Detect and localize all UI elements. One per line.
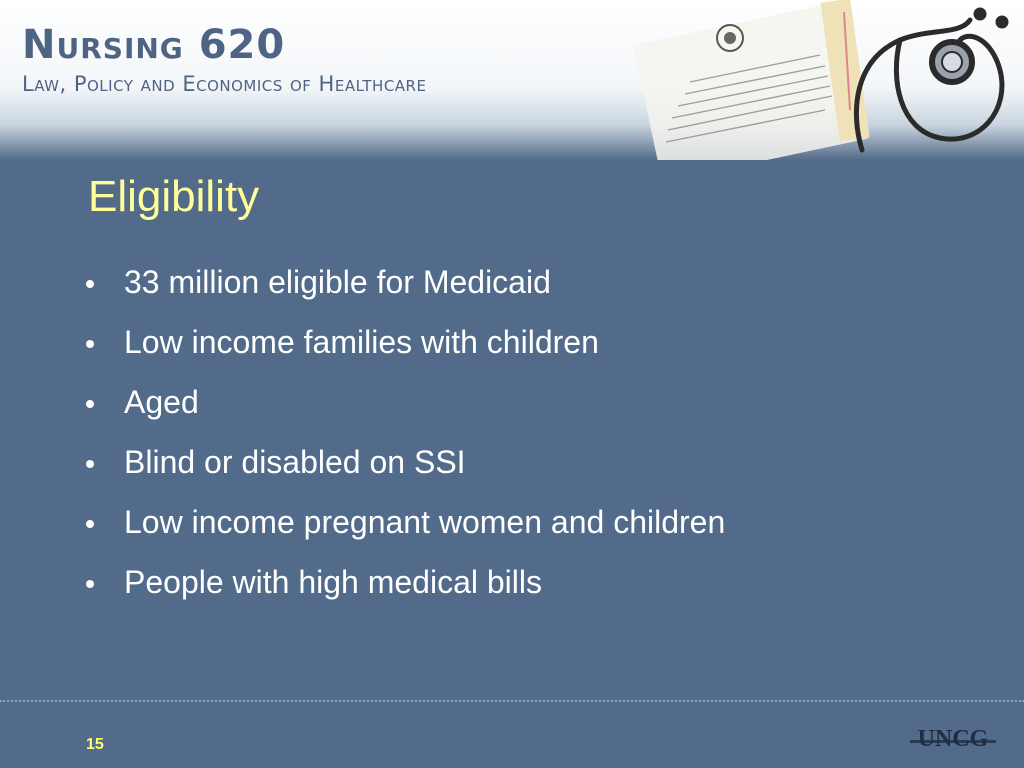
bullet-text: Low income pregnant women and children [124,503,726,540]
course-subtitle: Law, Policy and Economics of Healthcare [22,72,427,96]
list-item: People with high medical bills [86,552,725,612]
logo-text: UNCG [918,726,989,752]
header-illustration [633,0,1009,160]
document-seal-icon [633,1,868,160]
bullet-icon [86,580,94,588]
bullet-icon [86,340,94,348]
list-item: Low income families with children [86,312,725,372]
bullet-text: Aged [124,383,199,420]
bullet-icon [86,520,94,528]
bullet-icon [86,460,94,468]
bullet-text: 33 million eligible for Medicaid [124,263,551,300]
bullet-icon [86,280,94,288]
bullet-icon [86,400,94,408]
list-item: Blind or disabled on SSI [86,432,725,492]
bullet-list: 33 million eligible for Medicaid Low inc… [86,252,725,612]
bullet-text: People with high medical bills [124,563,542,600]
slide-title: Eligibility [88,172,260,221]
bullet-text: Low income families with children [124,323,599,360]
bullet-text: Blind or disabled on SSI [124,443,466,480]
header-banner: Nursing 620 Law, Policy and Economics of… [0,0,1024,160]
list-item: Low income pregnant women and children [86,492,725,552]
uncg-logo: UNCG [910,726,996,752]
page-number: 15 [86,736,104,753]
footer-divider [0,700,1024,702]
stethoscope-icon [854,7,1009,153]
list-item: 33 million eligible for Medicaid [86,252,725,312]
list-item: Aged [86,372,725,432]
course-title: Nursing 620 [22,22,286,68]
